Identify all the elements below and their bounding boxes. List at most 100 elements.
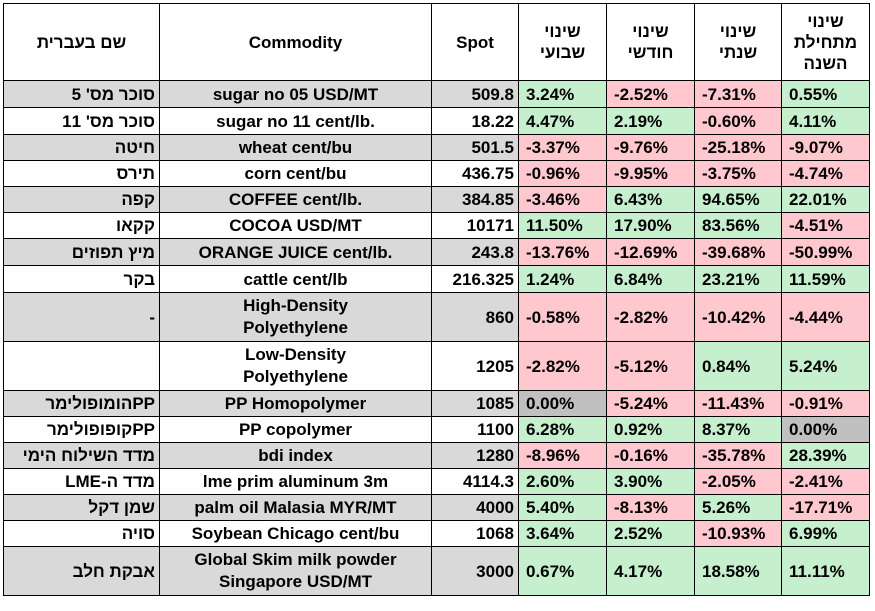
ytd-change-cell: 4.11% [781, 107, 870, 135]
weekly-change-cell: 3.64% [518, 520, 607, 547]
table-row: קפה COFFEE cent/lb. 384.85 -3.46% 6.43% 94.65… [3, 186, 870, 213]
weekly-change-cell: 5.40% [518, 494, 607, 521]
monthly-change-cell: 4.17% [606, 546, 695, 596]
commodity-line-1: High-Density [243, 296, 348, 315]
spot-cell: 3000 [431, 546, 519, 596]
monthly-change-cell: 2.52% [606, 520, 695, 547]
spot-cell: 436.75 [431, 160, 519, 187]
monthly-change-cell: -8.13% [606, 494, 695, 521]
weekly-change-cell: 0.67% [518, 546, 607, 596]
ytd-change-cell: -0.91% [781, 390, 870, 417]
monthly-change-cell: 0.92% [606, 416, 695, 443]
hebrew-name-cell: תירס [3, 160, 160, 187]
monthly-change-cell: -9.76% [606, 134, 695, 161]
yearly-change-cell: -25.18% [694, 134, 782, 161]
yearly-change-cell: -10.93% [694, 520, 782, 547]
spot-cell: 10171 [431, 212, 519, 239]
weekly-change-cell: -2.82% [518, 341, 607, 391]
monthly-change-cell: 6.43% [606, 186, 695, 213]
table-row: שמן דקל palm oil Malasia MYR/MT 4000 5.40% -… [3, 494, 870, 521]
table-row: אבקת חלב Global Skim milk powder Singapore… [3, 546, 870, 596]
monthly-change-cell: -9.95% [606, 160, 695, 187]
commodity-cell: palm oil Malasia MYR/MT [159, 494, 432, 521]
weekly-change-cell: 4.47% [518, 107, 607, 135]
yearly-change-cell: -0.60% [694, 107, 782, 135]
spot-cell: 1205 [431, 341, 519, 391]
weekly-change-cell: 11.50% [518, 212, 607, 239]
spot-cell: 1280 [431, 442, 519, 469]
spot-cell: 501.5 [431, 134, 519, 161]
commodity-cell: sugar no 05 USD/MT [159, 80, 432, 108]
ytd-change-cell: -9.07% [781, 134, 870, 161]
hebrew-name-cell [3, 341, 160, 391]
monthly-change-cell: -2.52% [606, 80, 695, 108]
ytd-change-cell: -4.44% [781, 292, 870, 342]
table-row: מדד ה-LME lme prim aluminum 3m 4114.3 2.60%… [3, 468, 870, 495]
header-commodity: Commodity [159, 3, 432, 81]
hebrew-name-cell: מדד השילוח הימי [3, 442, 160, 469]
yearly-change-cell: -35.78% [694, 442, 782, 469]
ytd-change-cell: -17.71% [781, 494, 870, 521]
spot-cell: 1085 [431, 390, 519, 417]
monthly-change-cell: -12.69% [606, 238, 695, 266]
weekly-change-cell: -0.58% [518, 292, 607, 342]
table-row: קקאו COCOA USD/MT 10171 11.50% 17.90% 83.56% -… [3, 212, 870, 239]
spot-cell: 4000 [431, 494, 519, 521]
spot-cell: 1100 [431, 416, 519, 443]
commodity-line-2: Singapore USD/MT [218, 572, 372, 591]
commodity-cell: lme prim aluminum 3m [159, 468, 432, 495]
monthly-change-cell: -5.24% [606, 390, 695, 417]
yearly-change-cell: 5.26% [694, 494, 782, 521]
ytd-change-cell: 22.01% [781, 186, 870, 213]
commodity-cell: bdi index [159, 442, 432, 469]
yearly-change-cell: -2.05% [694, 468, 782, 495]
spot-cell: 384.85 [431, 186, 519, 213]
commodity-cell: PP Homopolymer [159, 390, 432, 417]
commodity-cell: Global Skim milk powder Singapore USD/MT [159, 546, 432, 596]
header-hebrew-name: שם בעברית [3, 3, 160, 81]
ytd-change-cell: 5.24% [781, 341, 870, 391]
hebrew-name-cell: מיץ תפוזים [3, 238, 160, 266]
monthly-change-cell: 6.84% [606, 265, 695, 293]
hebrew-name-cell: קקאו [3, 212, 160, 239]
commodity-cell: ORANGE JUICE cent/lb. [159, 238, 432, 266]
commodity-cell: COCOA USD/MT [159, 212, 432, 239]
monthly-change-cell: 3.90% [606, 468, 695, 495]
hebrew-name-cell: מדד ה-LME [3, 468, 160, 495]
commodity-line-1: Global Skim milk powder [194, 550, 397, 569]
header-ytd-change: שינוי מתחילת השנה [781, 3, 870, 81]
weekly-change-cell: 3.24% [518, 80, 607, 108]
ytd-change-cell: -4.51% [781, 212, 870, 239]
commodity-cell: PP copolymer [159, 416, 432, 443]
header-monthly-change: שינוי חודשי [606, 3, 695, 81]
yearly-change-cell: 8.37% [694, 416, 782, 443]
ytd-change-cell: 0.55% [781, 80, 870, 108]
table-row: סוכר מס' 11 sugar no 11 cent/lb. 18.22 4.47… [3, 107, 870, 135]
header-spot: Spot [431, 3, 519, 81]
yearly-change-cell: 18.58% [694, 546, 782, 596]
table-row: PPהומופולימר PP Homopolymer 1085 0.00% -5.24… [3, 390, 870, 417]
weekly-change-cell: -3.37% [518, 134, 607, 161]
yearly-change-cell: 94.65% [694, 186, 782, 213]
ytd-change-cell: 6.99% [781, 520, 870, 547]
table-row: חיטה wheat cent/bu 501.5 -3.37% -9.76% -25.18… [3, 134, 870, 161]
spot-cell: 243.8 [431, 238, 519, 266]
commodity-cell: COFFEE cent/lb. [159, 186, 432, 213]
hebrew-name-cell: חיטה [3, 134, 160, 161]
yearly-change-cell: 0.84% [694, 341, 782, 391]
table-row: PPקופופולימר PP copolymer 1100 6.28% 0.92% 8.… [3, 416, 870, 443]
spot-cell: 4114.3 [431, 468, 519, 495]
spot-cell: 860 [431, 292, 519, 342]
yearly-change-cell: 83.56% [694, 212, 782, 239]
monthly-change-cell: -0.16% [606, 442, 695, 469]
commodity-cell: cattle cent/lb [159, 265, 432, 293]
hebrew-name-cell: PPהומופולימר [3, 390, 160, 417]
commodity-cell: Soybean Chicago cent/bu [159, 520, 432, 547]
table-row: תירס corn cent/bu 436.75 -0.96% -9.95% -3.75%… [3, 160, 870, 187]
weekly-change-cell: 1.24% [518, 265, 607, 293]
yearly-change-cell: -10.42% [694, 292, 782, 342]
table-row: - High-Density Polyethylene 860 -0.58% -2.82%… [3, 292, 870, 342]
monthly-change-cell: -5.12% [606, 341, 695, 391]
ytd-change-cell: 28.39% [781, 442, 870, 469]
spot-cell: 216.325 [431, 265, 519, 293]
